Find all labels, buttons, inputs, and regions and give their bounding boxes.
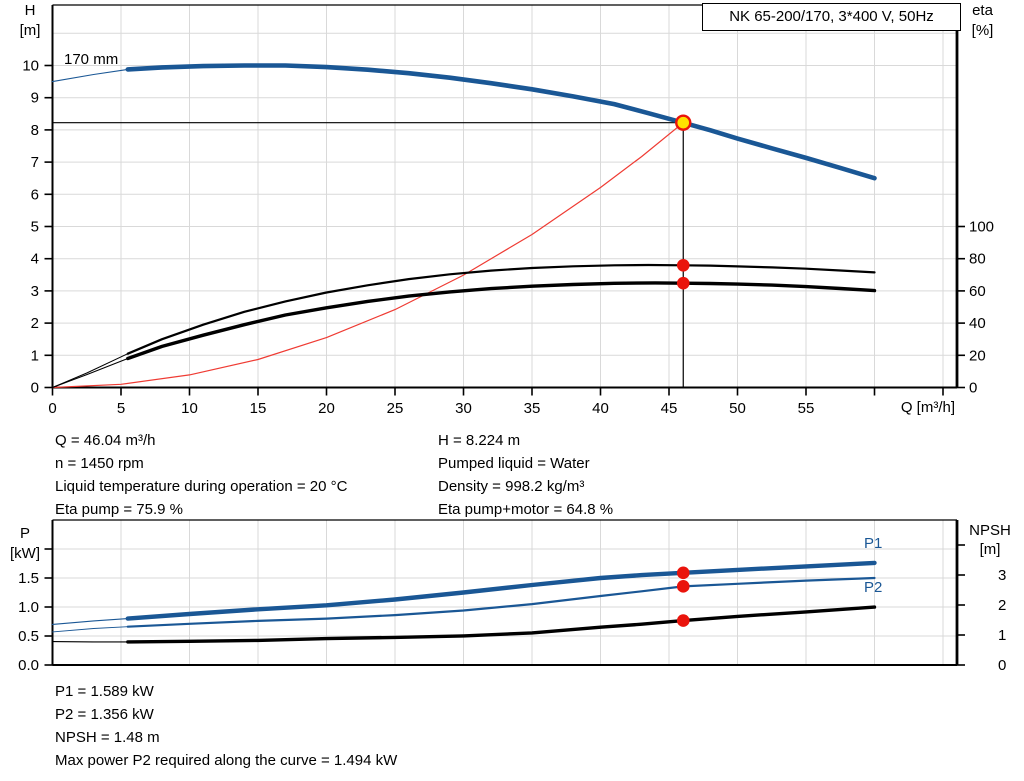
- q-tick-label: 35: [524, 400, 541, 417]
- h-tick-label: 2: [31, 315, 39, 332]
- p-tick-label: 1.5: [18, 570, 39, 587]
- p-axis-label-line2: [kW]: [10, 545, 40, 562]
- p2-curve: [126, 576, 876, 628]
- q-tick-label: 20: [318, 400, 335, 417]
- info-max-p2: Max power P2 required along the curve = …: [55, 752, 398, 769]
- q-tick-label: 50: [729, 400, 746, 417]
- system-curve: [51, 122, 684, 389]
- p2-series-label: P2: [864, 579, 883, 596]
- pump-title-box: NK 65-200/170, 3*400 V, 50Hz: [702, 3, 961, 31]
- h-tick-label: 0: [31, 380, 39, 397]
- eta-tick-label: 40: [969, 315, 986, 332]
- q-tick-label: 55: [798, 400, 815, 417]
- h-axis-label: H [m]: [10, 1, 50, 41]
- info-eta-pump-motor: Eta pump+motor = 64.8 %: [438, 501, 614, 518]
- p-tick-label: 0.0: [18, 657, 39, 674]
- eta-pump-motor-curve: [52, 358, 129, 388]
- p1-point-marker: [676, 566, 690, 580]
- eta-pump-curve: [126, 263, 876, 355]
- npsh-curve: [126, 605, 877, 644]
- eta-tick-label: 100: [969, 219, 994, 236]
- eta-pump-point-marker: [676, 259, 690, 272]
- info-n: n = 1450 rpm: [55, 455, 144, 472]
- q-tick-label: 25: [387, 400, 404, 417]
- info-h: H = 8.224 m: [438, 432, 521, 449]
- npsh-tick-label: 0: [998, 657, 1006, 674]
- q-tick-label: 45: [661, 400, 678, 417]
- info-pumped-liquid: Pumped liquid = Water: [438, 455, 590, 472]
- npsh-tick-label: 3: [998, 567, 1006, 584]
- h-tick-label: 7: [31, 154, 39, 171]
- p2-point-marker: [676, 580, 690, 593]
- p1-curve: [51, 618, 129, 625]
- info-q: Q = 46.04 m³/h: [55, 432, 156, 449]
- q-tick-label: 15: [250, 400, 267, 417]
- h-tick-label: 8: [31, 122, 39, 139]
- npsh-tick-label: 1: [998, 627, 1006, 644]
- duty-point-marker[interactable]: [675, 114, 692, 131]
- p-axis-label-line1: P: [19, 525, 30, 542]
- head-curve-170mm: [125, 63, 877, 181]
- q-tick-label: 30: [455, 400, 472, 417]
- info-density: Density = 998.2 kg/m³: [438, 478, 585, 495]
- eta-pump-motor-point-marker: [676, 276, 690, 290]
- npsh-axis-label-line1: NPSH: [969, 522, 1011, 539]
- p1-curve: [125, 560, 877, 621]
- q-axis-label: Q [m³/h]: [900, 399, 955, 416]
- npsh-point-marker: [676, 614, 690, 627]
- info-p2: P2 = 1.356 kW: [55, 706, 154, 723]
- p1-series-label: P1: [864, 535, 883, 552]
- eta-tick-label: 80: [969, 251, 986, 268]
- p-axis-label: P [kW]: [5, 524, 45, 564]
- eta-axis-label: eta [%]: [960, 1, 1005, 41]
- eta-tick-label: 20: [969, 347, 986, 364]
- h-tick-label: 6: [31, 186, 39, 203]
- head-curve-170mm: [51, 68, 129, 83]
- info-liquid-temp: Liquid temperature during operation = 20…: [55, 478, 348, 495]
- q-tick-label: 0: [48, 400, 56, 417]
- eta-pump-curve: [52, 353, 129, 388]
- eta-tick-label: 0: [969, 380, 977, 397]
- h-tick-label: 1: [31, 347, 39, 364]
- h-axis-label-line2: [m]: [19, 22, 41, 39]
- info-p1: P1 = 1.589 kW: [55, 683, 154, 700]
- q-tick-label: 5: [117, 400, 125, 417]
- operating-info-left: Q = 46.04 m³/h n = 1450 rpm Liquid tempe…: [55, 429, 347, 521]
- q-tick-label: 40: [592, 400, 609, 417]
- npsh-axis-label: NPSH [m]: [960, 521, 1020, 559]
- eta-pump-motor-curve: [126, 281, 877, 361]
- info-eta-pump: Eta pump = 75.9 %: [55, 501, 183, 518]
- info-npsh: NPSH = 1.48 m: [55, 729, 160, 746]
- h-tick-label: 4: [31, 251, 39, 268]
- h-tick-label: 10: [22, 58, 39, 75]
- p-tick-label: 1.0: [18, 599, 39, 616]
- p2-curve: [52, 626, 129, 633]
- h-tick-label: 3: [31, 283, 39, 300]
- power-info: P1 = 1.589 kW P2 = 1.356 kW NPSH = 1.48 …: [55, 680, 397, 772]
- npsh-tick-label: 2: [998, 597, 1006, 614]
- eta-axis-label-line2: [%]: [971, 22, 994, 39]
- npsh-axis-label-line2: [m]: [979, 541, 1001, 558]
- h-axis-label-line1: H: [24, 2, 36, 19]
- operating-info-right: H = 8.224 m Pumped liquid = Water Densit…: [438, 429, 613, 521]
- eta-tick-label: 60: [969, 283, 986, 300]
- p-tick-label: 0.5: [18, 628, 39, 645]
- power-npsh-chart[interactable]: 0.0 0.5 1.0 1.5 0 1 2 3: [18, 519, 1006, 674]
- impeller-diameter-label: 170 mm: [64, 51, 119, 68]
- h-tick-label: 9: [31, 90, 39, 107]
- eta-axis-label-line1: eta: [972, 2, 993, 19]
- h-tick-label: 5: [31, 219, 39, 236]
- q-tick-label: 10: [181, 400, 198, 417]
